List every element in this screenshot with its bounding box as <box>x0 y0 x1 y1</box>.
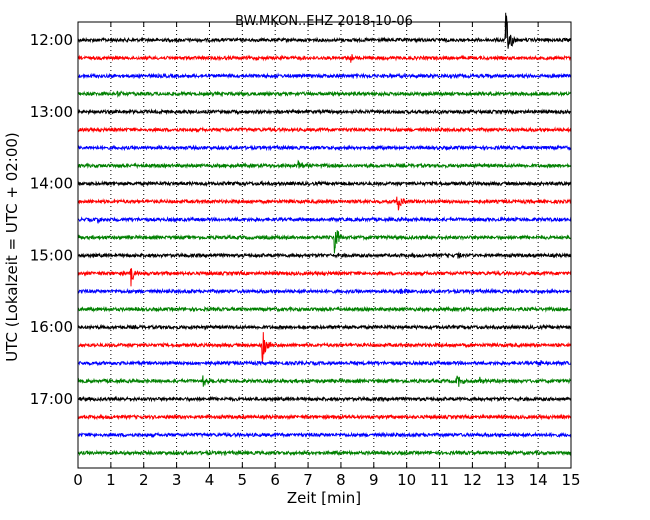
x-tick-label: 14 <box>529 471 548 489</box>
x-axis-label: Zeit [min] <box>287 489 361 507</box>
x-tick-label: 1 <box>106 471 116 489</box>
trace-line <box>77 287 572 295</box>
y-tick-label: 17:00 <box>30 390 73 408</box>
trace-line <box>78 251 572 259</box>
y-tick-label: 13:00 <box>30 103 73 121</box>
trace-line <box>77 144 572 152</box>
trace-line <box>77 332 572 363</box>
x-tick-label: 6 <box>270 471 280 489</box>
trace-line <box>77 12 572 49</box>
trace-line <box>77 431 572 439</box>
trace-line <box>77 108 572 116</box>
trace-group <box>77 12 572 457</box>
x-axis: 0 1 2 3 4 5 6 7 8 9 10 11 12 13 14 15 <box>73 22 581 489</box>
trace-line <box>77 90 572 98</box>
trace-line <box>77 375 572 387</box>
x-tick-label: 7 <box>303 471 313 489</box>
y-tick-label: 12:00 <box>30 31 73 49</box>
x-tick-label: 8 <box>336 471 346 489</box>
x-tick-label: 15 <box>561 471 580 489</box>
trace-line <box>77 323 572 331</box>
trace-line <box>77 180 572 188</box>
trace-line <box>77 54 572 63</box>
trace-line <box>77 305 572 313</box>
trace-line <box>77 126 572 134</box>
x-tick-label: 12 <box>463 471 482 489</box>
trace-line <box>77 196 572 211</box>
plot-frame <box>77 21 572 469</box>
x-tick-label: 9 <box>369 471 379 489</box>
x-tick-label: 11 <box>430 471 449 489</box>
x-tick-label: 3 <box>172 471 182 489</box>
grid-lines <box>110 22 539 468</box>
y-tick-label: 16:00 <box>30 318 73 336</box>
y-tick-label: 15:00 <box>30 246 73 264</box>
trace-line <box>77 268 572 287</box>
x-tick-label: 5 <box>238 471 248 489</box>
trace-line <box>77 413 572 421</box>
x-tick-label: 4 <box>205 471 215 489</box>
trace-line <box>77 230 572 254</box>
x-tick-label: 2 <box>139 471 149 489</box>
trace-line <box>77 359 572 367</box>
x-tick-label: 0 <box>73 471 83 489</box>
trace-line <box>77 72 572 80</box>
x-tick-label: 10 <box>397 471 416 489</box>
y-tick-label: 14:00 <box>30 175 73 193</box>
trace-line <box>77 159 572 170</box>
trace-line <box>77 395 572 403</box>
y-axis-label: UTC (Lokalzeit = UTC + 02:00) <box>3 132 21 362</box>
trace-line <box>77 449 572 457</box>
y-axis: 12:00 13:00 14:00 15:00 16:00 17:00 <box>30 31 571 408</box>
x-tick-label: 13 <box>496 471 515 489</box>
trace-line <box>77 216 572 224</box>
